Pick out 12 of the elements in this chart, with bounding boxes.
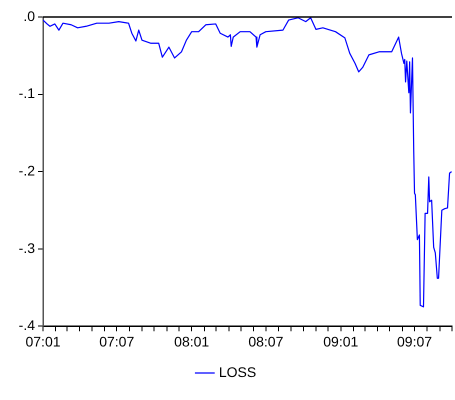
y-tick-label: .0: [23, 8, 36, 24]
legend-label: LOSS: [218, 364, 256, 380]
y-tick-label: -.3: [18, 240, 36, 256]
x-tick-label: 08:01: [174, 333, 210, 350]
y-tick-label: -.1: [18, 85, 36, 102]
y-tick-label: -.4: [18, 317, 36, 334]
x-tick-label: 08:07: [248, 333, 284, 350]
x-tick-label: 07:01: [25, 333, 61, 350]
x-tick-label: 09:07: [397, 333, 432, 350]
x-tick-label: 07:07: [99, 333, 134, 350]
y-tick-label: -.2: [18, 162, 36, 178]
x-tick-label: 09:01: [323, 333, 359, 350]
